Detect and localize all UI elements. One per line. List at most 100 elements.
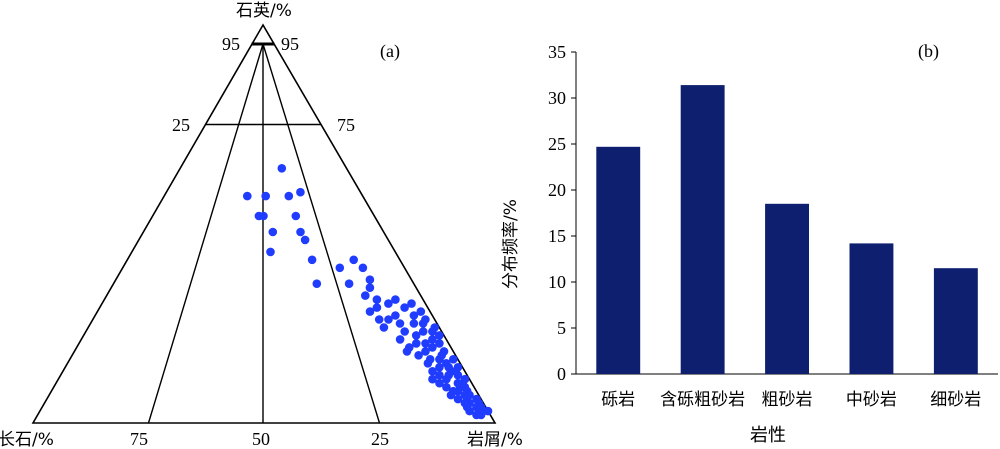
ternary-point (259, 211, 268, 221)
ternary-point (446, 390, 456, 400)
tick-base-75: 75 (130, 429, 148, 449)
ternary-point (435, 331, 444, 340)
ternary-point (453, 394, 463, 404)
ternary-frame (31, 23, 497, 424)
ternary-point (418, 327, 428, 336)
ternary-boundaries (147, 42, 381, 424)
apex-feldspar-label: 长石/% (0, 430, 54, 449)
tick-left-25: 25 (172, 115, 190, 135)
ternary-point (335, 263, 345, 273)
panel-a-label: (a) (380, 41, 400, 62)
ternary-point (407, 299, 416, 308)
ternary-point (379, 323, 389, 332)
y-tick-label: 25 (548, 134, 566, 154)
ternary-point (261, 191, 271, 201)
ternary-point (243, 191, 252, 201)
ternary-point (268, 227, 278, 237)
y-tick-label: 5 (557, 318, 566, 338)
ternary-point (428, 343, 437, 352)
x-tick-label: 砾岩 (601, 390, 635, 410)
ternary-point (414, 351, 423, 360)
y-tick-label: 20 (548, 180, 566, 200)
x-tick-label: 含砾粗砂岩 (660, 390, 745, 410)
ternary-point (442, 382, 451, 392)
y-ticks: 0 5 10 15 20 25 30 35 (548, 42, 576, 384)
tick-right-95: 95 (281, 34, 299, 54)
ternary-point (423, 359, 433, 368)
ternary-point (372, 303, 382, 312)
x-tick-label: 中砂岩 (846, 390, 897, 410)
bar (933, 268, 978, 374)
ternary-point (400, 327, 410, 336)
bars (596, 85, 978, 374)
panel-b-label: (b) (918, 41, 939, 62)
ternary-point (277, 164, 287, 173)
ternary-point (416, 307, 426, 316)
y-axis-title: 分布频率/% (501, 199, 521, 289)
ternary-point (421, 339, 430, 348)
ternary-point (421, 347, 430, 356)
x-tick-label: 粗砂岩 (762, 390, 813, 410)
ternary-point (365, 283, 375, 293)
ternary-point (395, 335, 405, 344)
x-tick-labels: 砾岩 含砾粗砂岩 粗砂岩 中砂岩 细砂岩 (601, 390, 981, 410)
ternary-point (437, 351, 447, 360)
y-tick-label: 0 (557, 364, 566, 384)
ternary-point (465, 406, 474, 416)
ternary-point (307, 255, 317, 265)
y-tick-label: 30 (548, 88, 566, 108)
ternary-triangle (31, 23, 497, 424)
ternary-point (472, 410, 481, 420)
ternary-point (365, 307, 375, 316)
ternary-point (412, 339, 421, 348)
ternary-panel: 石英/% 长石/% 岩屑/% 95 95 25 75 75 50 25 (a) (0, 1, 523, 449)
ternary-points (243, 164, 493, 420)
ternary-point (428, 374, 437, 384)
apex-quartz-label: 石英/% (236, 1, 292, 21)
ternary-point (296, 187, 305, 197)
ternary-point (430, 323, 440, 332)
tick-right-75: 75 (337, 115, 355, 135)
tick-base-50: 50 (252, 429, 270, 449)
ternary-point (421, 315, 430, 324)
ternary-point (428, 367, 437, 376)
ratio-25-line (262, 43, 381, 424)
ternary-point (296, 227, 305, 237)
ternary-point (400, 303, 409, 312)
ternary-point (444, 370, 454, 380)
ternary-point (435, 339, 444, 348)
ternary-point (358, 263, 368, 273)
ternary-point (349, 255, 359, 265)
ternary-point (476, 402, 486, 412)
ternary-point (384, 315, 393, 324)
bar (765, 203, 809, 374)
ratio-75-line (147, 43, 264, 424)
ternary-point (300, 235, 310, 245)
bar (849, 243, 894, 374)
ternary-point (284, 191, 294, 201)
ternary-point (460, 374, 470, 384)
ternary-point (391, 295, 400, 304)
ternary-point (312, 279, 322, 289)
ternary-point (435, 363, 444, 372)
tick-base-25: 25 (371, 429, 389, 449)
ternary-point (391, 311, 400, 320)
y-tick-label: 10 (548, 272, 566, 292)
ternary-point (395, 319, 405, 328)
x-tick-label: 细砂岩 (930, 390, 981, 410)
ternary-point (372, 295, 382, 304)
x-axis-title: 岩性 (750, 425, 786, 446)
ternary-point (374, 315, 384, 324)
ternary-point (409, 319, 419, 328)
y-tick-label: 35 (548, 42, 566, 62)
ternary-point (449, 355, 458, 364)
ternary-point (409, 311, 419, 320)
ternary-point (291, 211, 301, 221)
ternary-point (411, 331, 421, 340)
y-tick-label: 15 (548, 226, 566, 246)
bar-panel: 0 5 10 15 20 25 30 35 砾岩 含砾粗砂岩 粗砂岩 中砂岩 细砂岩 分布频率/% 岩… (501, 41, 998, 446)
ternary-point (361, 291, 370, 300)
ternary-point (428, 335, 437, 344)
apex-rock-fragment-label: 岩屑/% (467, 430, 523, 449)
